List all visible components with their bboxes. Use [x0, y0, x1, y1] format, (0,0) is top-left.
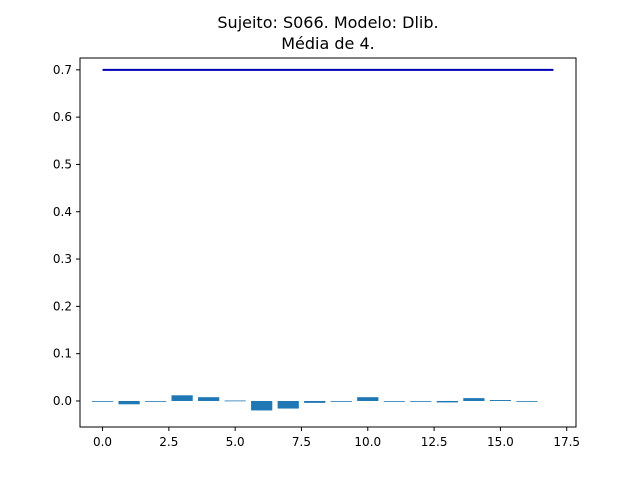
y-tick-label: 0.7	[53, 63, 72, 77]
bar	[171, 395, 193, 401]
x-tick-label: 10.0	[354, 435, 381, 449]
y-tick-label: 0.6	[53, 110, 72, 124]
y-tick-label: 0.4	[53, 205, 72, 219]
bar	[436, 400, 458, 403]
bar	[410, 400, 432, 402]
x-tick-label: 5.0	[226, 435, 245, 449]
x-tick-label: 17.5	[553, 435, 580, 449]
plot-frame	[79, 57, 577, 428]
x-tick-label: 12.5	[421, 435, 448, 449]
chart-title-line-2: Média de 4.	[281, 34, 375, 53]
bar	[463, 398, 485, 401]
bar	[91, 400, 114, 402]
bar	[118, 400, 140, 405]
y-axis: 0.0 0.1 0.2 0.3 0.4 0.5 0.6 0.7	[53, 63, 80, 408]
y-tick-label: 0.3	[53, 252, 72, 266]
x-tick-label: 7.5	[292, 435, 311, 449]
y-tick-label: 0.5	[53, 157, 72, 171]
x-axis: 0.0 2.5 5.0 7.5 10.0 12.5 15.0 17.5	[93, 427, 580, 449]
x-tick-label: 0.0	[93, 435, 112, 449]
bar-series	[91, 395, 538, 411]
bar	[144, 400, 167, 402]
chart-title-line-1: Sujeito: S066. Modelo: Dlib.	[217, 13, 438, 32]
y-tick-label: 0.1	[53, 347, 72, 361]
bar	[357, 397, 379, 401]
bar	[516, 400, 538, 402]
x-tick-label: 2.5	[159, 435, 178, 449]
bar	[489, 400, 512, 401]
bar	[304, 400, 326, 403]
bar	[251, 400, 273, 411]
y-tick-label: 0.0	[53, 394, 72, 408]
bar	[383, 400, 405, 402]
bar	[330, 400, 352, 402]
y-tick-label: 0.2	[53, 299, 72, 313]
bar	[198, 397, 220, 401]
x-tick-label: 15.0	[487, 435, 514, 449]
bar	[277, 400, 299, 409]
bar	[224, 400, 246, 402]
